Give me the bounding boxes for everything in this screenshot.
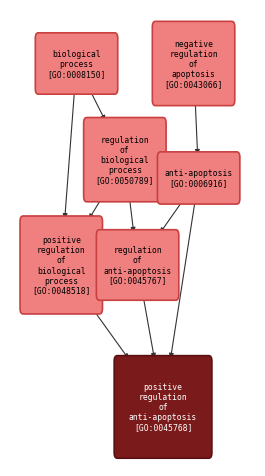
FancyBboxPatch shape — [114, 356, 212, 458]
FancyBboxPatch shape — [152, 22, 235, 107]
FancyBboxPatch shape — [157, 152, 240, 205]
FancyBboxPatch shape — [35, 34, 118, 95]
FancyBboxPatch shape — [20, 217, 103, 314]
FancyBboxPatch shape — [96, 230, 179, 301]
FancyBboxPatch shape — [84, 118, 166, 202]
Text: anti-apoptosis
[GO:0006916]: anti-apoptosis [GO:0006916] — [165, 169, 233, 188]
Text: negative
regulation
of
apoptosis
[GO:0043066]: negative regulation of apoptosis [GO:004… — [164, 40, 223, 89]
Text: regulation
of
anti-apoptosis
[GO:0045767]: regulation of anti-apoptosis [GO:0045767… — [103, 246, 172, 285]
Text: biological
process
[GO:0008150]: biological process [GO:0008150] — [47, 50, 106, 79]
Text: positive
regulation
of
anti-apoptosis
[GO:0045768]: positive regulation of anti-apoptosis [G… — [129, 383, 197, 432]
Text: regulation
of
biological
process
[GO:0050789]: regulation of biological process [GO:005… — [96, 136, 154, 185]
Text: positive
regulation
of
biological
process
[GO:0048518]: positive regulation of biological proces… — [32, 236, 91, 295]
